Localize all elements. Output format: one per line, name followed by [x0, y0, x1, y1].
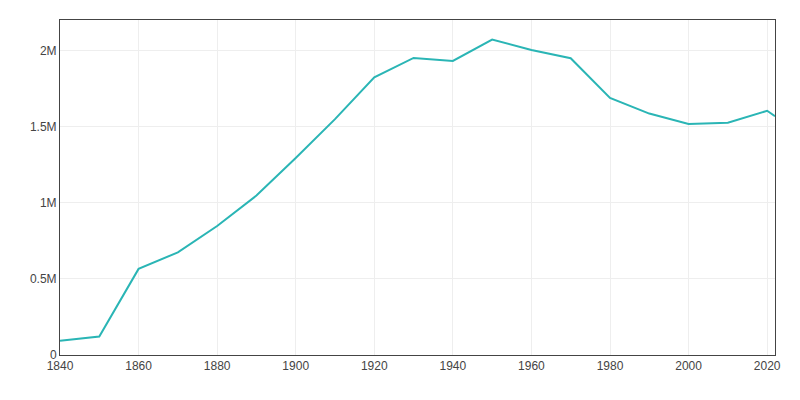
- svg-text:1.5M: 1.5M: [30, 120, 57, 134]
- svg-text:1880: 1880: [204, 359, 231, 373]
- svg-text:1960: 1960: [518, 359, 545, 373]
- svg-text:0.5M: 0.5M: [30, 272, 57, 286]
- svg-text:2000: 2000: [675, 359, 702, 373]
- svg-text:1940: 1940: [440, 359, 467, 373]
- svg-text:1980: 1980: [597, 359, 624, 373]
- svg-text:1900: 1900: [282, 359, 309, 373]
- svg-text:1M: 1M: [40, 196, 57, 210]
- svg-text:1920: 1920: [361, 359, 388, 373]
- svg-text:2020: 2020: [754, 359, 781, 373]
- svg-text:1840: 1840: [47, 359, 74, 373]
- svg-text:1860: 1860: [125, 359, 152, 373]
- svg-text:2M: 2M: [40, 44, 57, 58]
- svg-text:0: 0: [50, 348, 57, 362]
